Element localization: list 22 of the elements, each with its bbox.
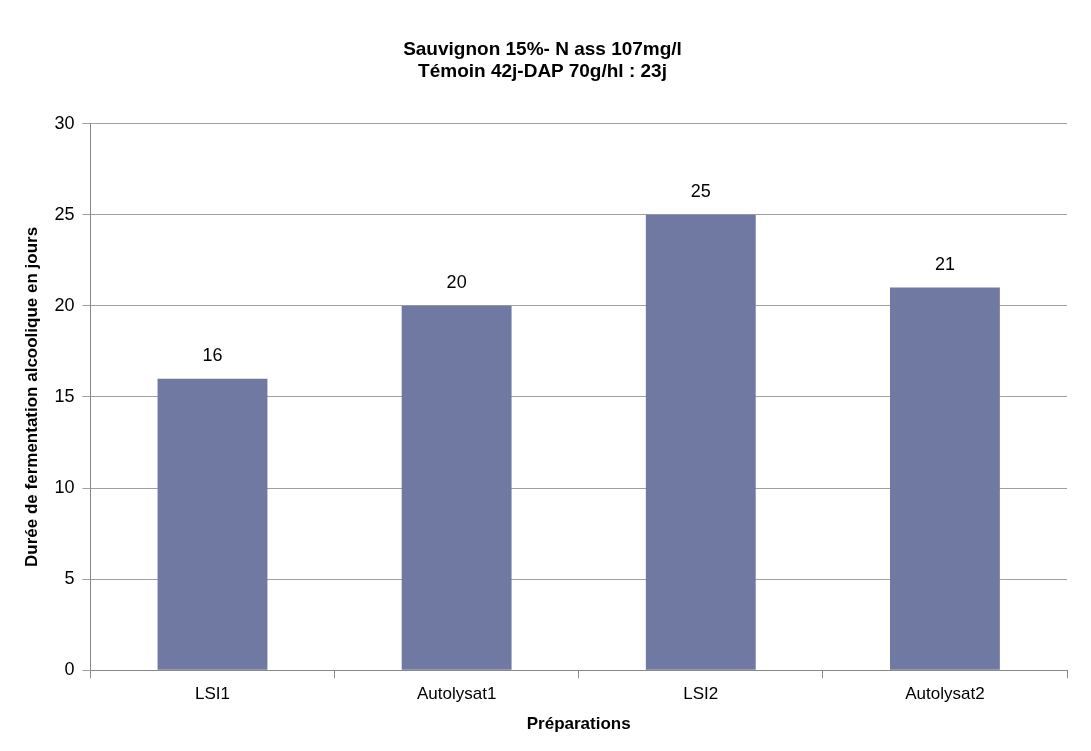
bar: [157, 378, 268, 670]
y-tick-label: 15: [54, 385, 75, 406]
data-label: 20: [446, 271, 467, 292]
y-tick-label: 10: [54, 476, 75, 497]
bar: [645, 214, 756, 670]
bar: [890, 287, 1000, 670]
data-label: 21: [934, 253, 955, 274]
y-tick-label: 0: [64, 659, 75, 680]
x-tick-label: LSI2: [683, 684, 719, 704]
data-label: 25: [690, 180, 711, 201]
x-tick-label: LSI1: [195, 684, 230, 704]
data-label: 16: [202, 344, 223, 365]
y-tick-label: 30: [54, 112, 75, 133]
y-tick-label: 20: [54, 294, 75, 315]
x-tick-label: Autolysat1: [416, 684, 497, 704]
y-tick-label: 5: [64, 568, 75, 589]
y-axis-title: Durée de fermentation alcoolique en jours: [21, 226, 41, 567]
chart-title: Sauvignon 15%- N ass 107mg/l Témoin 42j-DAP 70g/hl : 23j: [403, 37, 682, 82]
x-tick-label: Autolysat2: [905, 684, 985, 704]
y-tick-label: 25: [54, 203, 75, 224]
bar: [401, 305, 512, 670]
x-axis-title: Préparations: [526, 714, 631, 734]
